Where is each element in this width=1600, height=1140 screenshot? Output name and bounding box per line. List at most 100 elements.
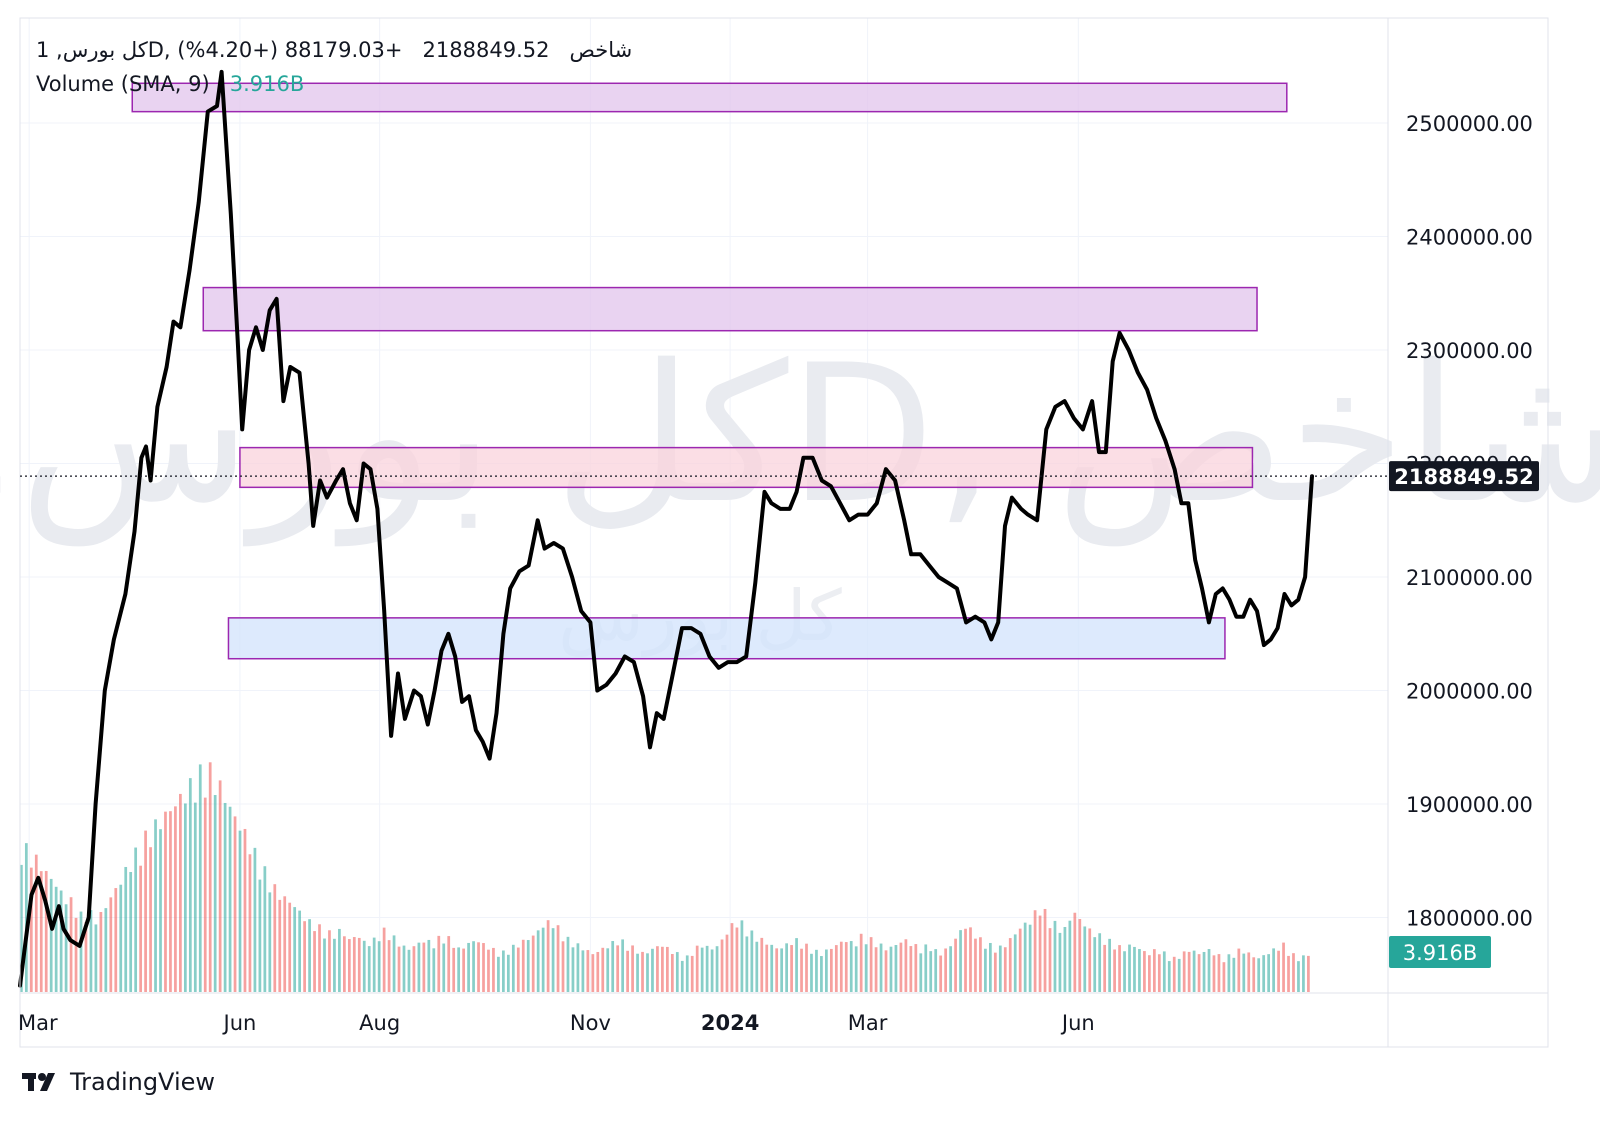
volume-bar (1048, 928, 1052, 992)
volume-bar (929, 951, 933, 992)
volume-bar (228, 806, 232, 992)
volume-bar (1302, 955, 1305, 992)
volume-bar (934, 949, 938, 992)
chart-frame (19, 17, 1549, 1048)
volume-bar (700, 947, 704, 992)
volume-bar (745, 936, 749, 992)
volume-bar (1033, 910, 1037, 992)
volume-bar (382, 927, 386, 992)
volume-bar (54, 886, 58, 992)
volume-bar (452, 947, 456, 992)
volume-bar (1118, 945, 1121, 992)
price-line-layer (18, 69, 1314, 988)
volume-bar (506, 954, 510, 992)
volume-bar (854, 946, 858, 992)
x-tick-label: Mar (848, 1011, 888, 1035)
volume-bar (581, 950, 585, 992)
volume-bar (695, 945, 699, 992)
volume-bar (1128, 944, 1131, 992)
volume-bar (74, 917, 78, 992)
volume-bar (278, 899, 282, 992)
volume-bar (1182, 951, 1186, 992)
volume-bar (69, 897, 73, 992)
x-tick-label: Nov (570, 1011, 611, 1035)
volume-bar (705, 945, 709, 992)
volume-bar (134, 847, 138, 992)
volume-bar (372, 937, 376, 992)
volume-bar (1257, 958, 1261, 992)
volume-bar (591, 954, 595, 992)
volume-bar (238, 830, 242, 992)
volume-bar (586, 950, 590, 992)
volume-bar (531, 935, 535, 992)
volume-bar (651, 948, 654, 992)
volume-bar (1038, 915, 1042, 992)
volume-bar (641, 951, 644, 992)
volume-bar (24, 843, 28, 992)
volume-bar (1043, 908, 1047, 992)
volume-bar (44, 870, 48, 992)
volume-bar (984, 948, 987, 992)
volume-bar (720, 939, 724, 992)
last-price-badge-label: 2188849.52 (1394, 465, 1533, 489)
volume-bar (869, 937, 873, 992)
volume-bar (730, 923, 734, 992)
volume-bar (144, 830, 147, 992)
volume-bar (1272, 948, 1275, 992)
volume-bar (616, 945, 620, 992)
volume-bar (805, 943, 808, 992)
y-tick-label: 2000000.00 (1406, 680, 1533, 704)
volume-bar (561, 941, 565, 992)
volume-bar (909, 946, 913, 992)
volume-bar (447, 936, 451, 992)
volume-bar (218, 780, 222, 992)
volume-bar (1108, 938, 1111, 992)
volume-bar (770, 944, 774, 992)
volume-bar (29, 867, 33, 992)
volume-bar (621, 939, 625, 992)
volume-bar (323, 938, 326, 992)
volume-bar (780, 948, 784, 992)
volume-bar (482, 943, 485, 992)
volume-bar (208, 762, 212, 992)
volume-bar (114, 888, 118, 992)
volume-bar (104, 908, 108, 992)
volume-bar (39, 871, 43, 992)
volume-bar (273, 884, 277, 992)
volume-bar (820, 956, 823, 992)
volume-bar (1232, 957, 1236, 992)
volume-bar (59, 890, 63, 992)
volume-bar (874, 947, 878, 992)
volume-bar (328, 930, 331, 992)
x-tick-label: Jun (222, 1011, 257, 1035)
price-line (18, 69, 1314, 988)
volume-bar (939, 955, 943, 992)
volume-bar (169, 811, 172, 992)
volume-bar (1093, 937, 1097, 992)
zone-red (239, 446, 1254, 489)
volume-bar (566, 936, 570, 992)
volume-bar (680, 960, 684, 992)
volume-bar (656, 946, 659, 992)
y-tick-label: 2100000.00 (1406, 566, 1533, 590)
tradingview-brand[interactable]: TradingView (22, 1068, 215, 1096)
legend-volume-row: Volume (SMA, 9) 3.916B (36, 72, 304, 96)
volume-bar (188, 778, 192, 992)
volume-bar (526, 940, 530, 992)
volume-bar (49, 878, 53, 992)
volume-bar (119, 884, 123, 992)
volume-bar (263, 866, 267, 992)
volume-bar (1287, 955, 1290, 992)
volume-bar (20, 864, 23, 992)
volume-bar (750, 930, 754, 992)
y-tick-label: 1900000.00 (1406, 793, 1533, 817)
volume-bar (839, 941, 843, 992)
volume-bar (785, 943, 788, 992)
volume-bar (387, 940, 391, 992)
volume-bar (99, 912, 103, 992)
volume-bar (924, 944, 928, 992)
legend-volume-label[interactable]: Volume (SMA, 9) (36, 72, 210, 96)
legend-symbol[interactable]: 1 ,كل بورسD, شاخص (36, 38, 633, 62)
volume-bar (685, 955, 689, 992)
